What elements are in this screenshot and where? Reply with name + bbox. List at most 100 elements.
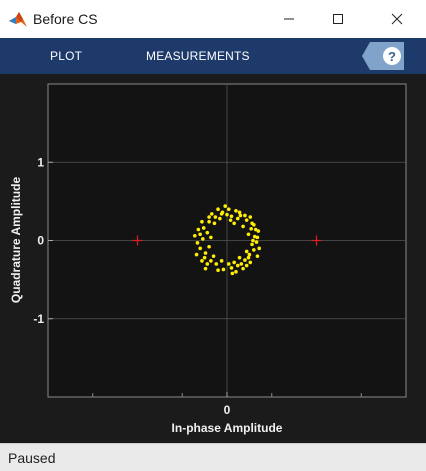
svg-text:?: ? xyxy=(388,49,396,64)
signal-sample-point xyxy=(234,270,238,274)
minimize-icon xyxy=(283,13,295,25)
signal-sample-point xyxy=(252,248,256,252)
signal-sample-point xyxy=(194,252,199,257)
signal-sample-point xyxy=(213,215,218,219)
signal-sample-point xyxy=(257,246,262,251)
signal-sample-point xyxy=(198,246,202,251)
signal-sample-point xyxy=(239,262,244,266)
help-icon: ? xyxy=(362,42,404,74)
signal-sample-point xyxy=(195,241,200,245)
signal-sample-point xyxy=(250,242,254,247)
data-points xyxy=(132,204,322,276)
signal-sample-point xyxy=(205,230,210,235)
signal-sample-point xyxy=(243,213,247,218)
signal-sample-point xyxy=(201,226,206,230)
y-tick-label: -1 xyxy=(33,312,44,326)
signal-sample-point xyxy=(237,210,242,215)
signal-sample-point xyxy=(237,255,242,260)
signal-sample-point xyxy=(192,234,197,238)
signal-sample-point xyxy=(216,268,220,273)
minimize-button[interactable] xyxy=(266,0,312,38)
signal-sample-point xyxy=(255,235,260,240)
signal-sample-point xyxy=(214,262,219,266)
signal-sample-point xyxy=(235,263,240,268)
signal-sample-point xyxy=(223,204,228,208)
reference-constellation-point xyxy=(132,235,143,246)
signal-sample-point xyxy=(211,254,216,258)
signal-sample-point xyxy=(226,207,231,211)
signal-sample-point xyxy=(218,216,222,221)
matlab-icon xyxy=(8,10,28,28)
tab-plot[interactable]: PLOT xyxy=(50,49,83,63)
x-axis-label: In-phase Amplitude xyxy=(172,421,283,435)
signal-sample-point xyxy=(202,255,207,260)
signal-sample-point xyxy=(226,262,231,266)
signal-sample-point xyxy=(249,226,253,231)
signal-sample-point xyxy=(241,224,245,229)
tab-measurements[interactable]: MEASUREMENTS xyxy=(146,49,250,63)
signal-sample-point xyxy=(232,221,236,226)
signal-sample-point xyxy=(253,227,258,232)
close-button[interactable] xyxy=(374,0,420,38)
tick-marks xyxy=(48,161,362,397)
maximize-icon xyxy=(332,13,344,25)
title-bar: Before CS xyxy=(0,0,426,39)
signal-sample-point xyxy=(232,260,236,265)
help-button[interactable]: ? xyxy=(362,42,404,70)
close-icon xyxy=(391,13,403,25)
signal-sample-point xyxy=(244,218,249,222)
signal-sample-point xyxy=(248,215,253,219)
signal-sample-point xyxy=(244,263,249,268)
signal-sample-point xyxy=(247,252,252,257)
signal-sample-point xyxy=(207,244,211,249)
signal-sample-point xyxy=(234,208,238,213)
signal-sample-point xyxy=(225,212,229,217)
reference-constellation-point xyxy=(311,235,322,246)
grid-lines xyxy=(48,84,406,397)
signal-sample-point xyxy=(244,249,249,254)
signal-sample-point xyxy=(219,212,224,216)
y-tick-label: 1 xyxy=(37,155,44,169)
signal-sample-point xyxy=(255,254,260,258)
signal-sample-point xyxy=(252,223,256,227)
window-title: Before CS xyxy=(33,11,98,27)
signal-sample-point xyxy=(196,227,201,232)
signal-sample-point xyxy=(207,215,211,219)
signal-sample-point xyxy=(246,232,251,237)
signal-sample-point xyxy=(212,221,217,226)
maximize-button[interactable] xyxy=(315,0,361,38)
signal-sample-point xyxy=(248,260,253,265)
y-tick-label: 0 xyxy=(37,234,44,248)
status-bar: Paused xyxy=(0,443,426,471)
signal-sample-point xyxy=(229,266,234,270)
signal-sample-point xyxy=(198,232,202,237)
scope-plot-area: 0 1 0 -1 In-phase Amplitude Quadrature Ampl… xyxy=(0,74,426,443)
signal-sample-point xyxy=(251,238,255,243)
signal-sample-point xyxy=(221,267,226,272)
signal-sample-point xyxy=(200,219,204,224)
y-axis-label: Quadrature Amplitude xyxy=(9,177,23,304)
signal-sample-point xyxy=(200,259,204,263)
signal-sample-point xyxy=(219,259,224,263)
signal-sample-point xyxy=(256,229,261,233)
constellation-chart: 0 1 0 -1 In-phase Amplitude Quadrature Ampl… xyxy=(9,83,407,435)
signal-sample-point xyxy=(207,219,211,224)
signal-sample-point xyxy=(203,251,208,255)
signal-sample-point xyxy=(229,214,234,219)
signal-sample-point xyxy=(246,255,251,260)
signal-sample-point xyxy=(216,207,220,211)
x-tick-label: 0 xyxy=(224,403,231,417)
signal-sample-point xyxy=(201,237,205,241)
signal-sample-point xyxy=(243,258,247,262)
signal-sample-point xyxy=(254,240,259,244)
signal-sample-point xyxy=(238,213,243,218)
tick-labels: 0 1 0 -1 xyxy=(33,155,230,417)
status-text: Paused xyxy=(8,450,56,466)
toolstrip: PLOT MEASUREMENTS xyxy=(0,38,426,74)
signal-sample-point xyxy=(209,259,213,263)
signal-sample-point xyxy=(209,212,214,216)
signal-sample-point xyxy=(203,266,208,271)
signal-sample-point xyxy=(241,266,245,271)
signal-sample-point xyxy=(230,271,235,276)
signal-sample-point xyxy=(209,235,213,240)
